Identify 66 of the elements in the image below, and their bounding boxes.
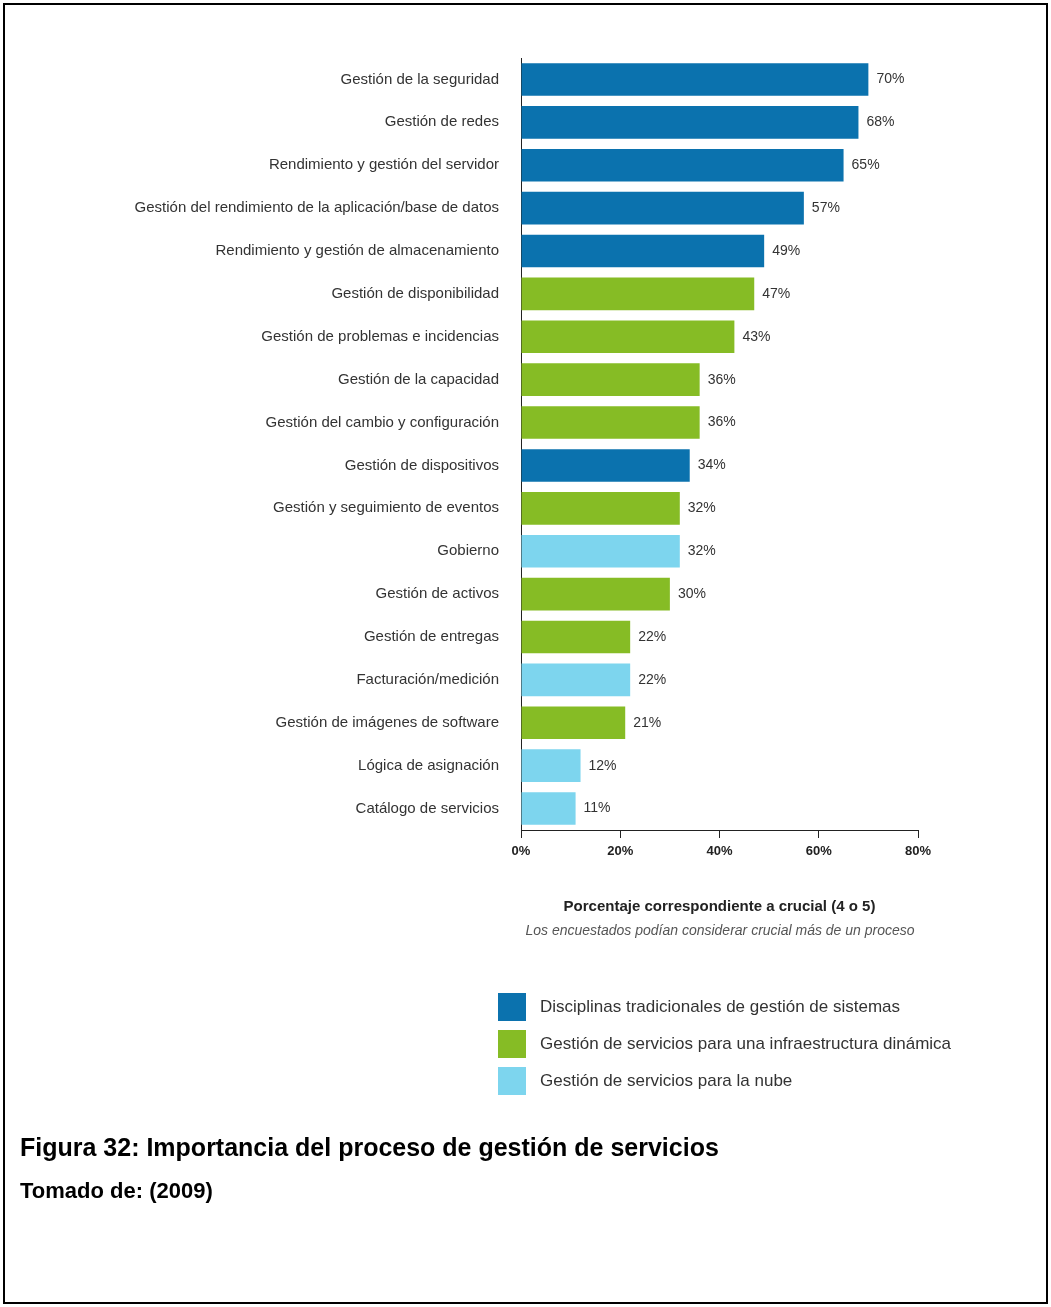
bar bbox=[521, 63, 869, 96]
data-label: 11% bbox=[583, 799, 611, 816]
data-label: 57% bbox=[811, 198, 840, 215]
x-tick-label: 60% bbox=[805, 843, 833, 859]
y-tick-label: Gestión del cambio y configuración bbox=[265, 412, 499, 430]
bar bbox=[521, 363, 700, 396]
x-tick-label: 0% bbox=[511, 843, 531, 859]
y-tick-label: Gobierno bbox=[437, 541, 499, 559]
bar bbox=[521, 449, 690, 482]
legend-label: Gestión de servicios para la nube bbox=[540, 1070, 793, 1091]
data-label: 22% bbox=[638, 627, 667, 644]
data-label: 70% bbox=[876, 70, 905, 87]
y-tick-label: Gestión y seguimiento de eventos bbox=[273, 498, 499, 516]
x-tick-label: 40% bbox=[706, 843, 733, 859]
y-tick-label: Gestión de activos bbox=[375, 584, 499, 602]
y-tick-label: Catálogo de servicios bbox=[355, 798, 499, 816]
x-tick-label: 80% bbox=[904, 843, 932, 859]
y-tick-label: Gestión de entregas bbox=[363, 627, 499, 645]
bar bbox=[521, 191, 804, 225]
y-tick-label: Gestión de imágenes de software bbox=[275, 712, 499, 730]
bar bbox=[521, 749, 581, 782]
y-tick-label: Facturación/medición bbox=[356, 670, 499, 688]
text: Figura 32: Importancia del proceso de gestión de servicios bbox=[20, 1133, 719, 1162]
bar bbox=[521, 148, 844, 182]
bar bbox=[521, 320, 735, 354]
data-label: 34% bbox=[697, 456, 726, 473]
bar bbox=[521, 792, 576, 825]
data-label: 43% bbox=[742, 327, 771, 344]
y-tick-label: Gestión de disponibilidad bbox=[331, 284, 499, 302]
data-label: 32% bbox=[687, 499, 716, 516]
data-label: 68% bbox=[866, 113, 895, 130]
data-label: 49% bbox=[772, 241, 801, 258]
y-tick-label: Lógica de asignación bbox=[358, 755, 499, 773]
data-label: 36% bbox=[707, 413, 736, 430]
bar bbox=[521, 106, 859, 139]
data-label: 21% bbox=[633, 713, 662, 730]
y-tick-label: Rendimiento y gestión de almacenamiento bbox=[215, 241, 499, 259]
legend-label: Gestión de servicios para una infraestructura dinámica bbox=[540, 1033, 952, 1054]
data-label: 32% bbox=[687, 542, 716, 559]
bar bbox=[521, 663, 631, 697]
bar bbox=[521, 234, 765, 268]
y-tick-label: Gestión del rendimiento de la aplicación/base de datos bbox=[134, 198, 499, 216]
data-label: 12% bbox=[588, 756, 617, 773]
data-label: 36% bbox=[707, 370, 736, 387]
y-tick-label: Gestión de la capacidad bbox=[338, 369, 499, 387]
legend-label: Disciplinas tradicionales de gestión de sistemas bbox=[540, 996, 901, 1017]
data-label: 47% bbox=[762, 284, 791, 301]
data-label: 30% bbox=[677, 584, 706, 601]
y-tick-label: Gestión de la seguridad bbox=[340, 69, 499, 87]
y-tick-label: Gestión de problemas e incidencias bbox=[261, 326, 499, 344]
x-axis-title: Porcentaje correspondiente a crucial (4 o 5) bbox=[563, 897, 876, 915]
bar bbox=[521, 620, 631, 654]
bar bbox=[521, 706, 626, 740]
bar bbox=[521, 534, 680, 568]
data-label: 22% bbox=[638, 670, 667, 687]
y-tick-label: Gestión de redes bbox=[384, 112, 499, 130]
bar bbox=[521, 277, 755, 311]
data-label: 65% bbox=[851, 156, 880, 173]
y-tick-label: Rendimiento y gestión del servidor bbox=[268, 155, 499, 173]
text: Tomado de: (2009) bbox=[20, 1178, 213, 1204]
bar bbox=[521, 577, 670, 611]
text: Los encuestados podían considerar crucial más de un proceso bbox=[524, 922, 916, 938]
bar bbox=[521, 406, 700, 439]
y-tick-label: Gestión de dispositivos bbox=[344, 455, 499, 473]
x-tick-label: 20% bbox=[607, 843, 634, 859]
bar bbox=[521, 492, 680, 525]
